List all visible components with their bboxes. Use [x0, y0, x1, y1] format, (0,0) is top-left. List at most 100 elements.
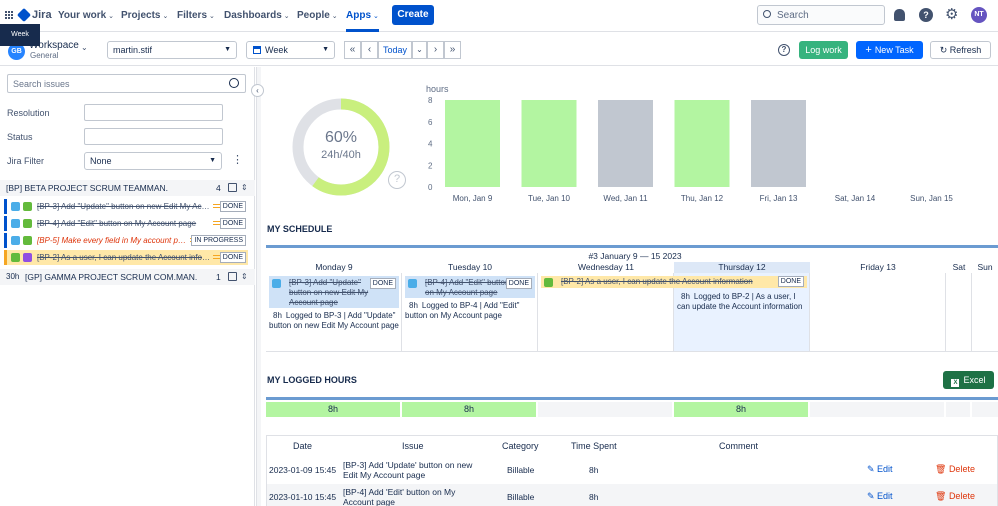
next-period-button[interactable]: › [427, 41, 444, 59]
day-column-saturday[interactable] [946, 273, 972, 352]
nav-your-work[interactable]: Your work ⌄ [58, 10, 114, 21]
edit-button[interactable]: ✎ Edit [867, 491, 893, 501]
user-avatar[interactable]: NT [971, 7, 987, 23]
help-circle-icon[interactable]: ? [778, 44, 790, 56]
user-select[interactable]: martin.stif ▼ [107, 41, 237, 59]
chevron-down-icon: ⌄ [108, 13, 115, 20]
chevron-down-icon: ▼ [209, 157, 216, 164]
progress-donut [292, 98, 390, 196]
nav-people-label: People [297, 10, 330, 21]
chart-bar [751, 100, 806, 187]
settings-gear-icon[interactable]: ⚙ [945, 6, 959, 23]
nav-people[interactable]: People ⌄ [297, 10, 338, 21]
sidebar-issue-row[interactable]: [BP-3] Add "Update" button on new Edit M… [4, 199, 248, 214]
view-select[interactable]: Week ▼ [246, 41, 335, 59]
help-icon[interactable]: ? [919, 8, 933, 22]
today-button[interactable]: Today [378, 41, 412, 59]
delete-label: Delete [948, 491, 975, 501]
inbox-icon[interactable] [228, 272, 237, 281]
workspace-avatar[interactable]: GB [8, 43, 25, 60]
day-column-monday[interactable] [266, 273, 402, 352]
schedule-issue-card[interactable]: [BP-3] Add "Update" button on new Edit M… [269, 276, 399, 308]
sidebar-issue-row[interactable]: [BP-5] Make every field in My account pa… [4, 233, 248, 248]
worklog-card[interactable]: 8h Logged to BP-2 | As a user, I can upda… [677, 292, 803, 312]
subtask-icon [272, 279, 281, 288]
sidebar: Search issues Resolution Status Jira Fil… [0, 67, 255, 506]
day-column-friday[interactable] [810, 273, 946, 352]
worklog-hours: 8h [681, 292, 690, 301]
week-tooltip: Week [0, 24, 40, 46]
delete-button[interactable]: 🗑 Delete [935, 464, 975, 474]
nav-dashboards[interactable]: Dashboards ⌄ [224, 10, 290, 21]
x-tick-label: Thu, Jan 12 [681, 194, 724, 203]
status-badge: IN PROGRESS [191, 235, 246, 246]
issue-search-input[interactable]: Search issues [7, 74, 246, 93]
project-header-bp[interactable]: [BP] BETA PROJECT SCRUM TEAMMAN. 4 ⇕ [0, 180, 255, 196]
project-header-gp[interactable]: 30h [GP] GAMMA PROJECT SCRUM COM.MAN. 1 … [0, 269, 255, 285]
chart-bar [521, 100, 577, 187]
more-options-icon[interactable]: ⋮ [232, 154, 243, 166]
day-column-tuesday[interactable] [402, 273, 538, 352]
worklog-card[interactable]: 8h Logged to BP-4 | Add "Edit" button on … [405, 301, 535, 321]
help-circle-icon[interactable]: ? [388, 171, 406, 189]
workspace-name[interactable]: Workspace [29, 40, 79, 51]
sort-icon[interactable]: ⇕ [241, 272, 248, 281]
subtask-icon [11, 202, 20, 211]
x-tick-label: Fri, Jan 13 [760, 194, 798, 203]
first-period-button[interactable]: « [344, 41, 361, 59]
log-work-button[interactable]: Log work [799, 41, 848, 59]
logged-hours-cell [538, 402, 672, 417]
chevron-down-icon[interactable]: ⌄ [81, 43, 88, 52]
delete-button[interactable]: 🗑 Delete [935, 491, 975, 501]
row-date: 2023-01-10 15:45 [269, 492, 337, 502]
excel-icon: X [951, 379, 960, 387]
worklog-card[interactable]: 8h Logged to BP-3 | Add "Update" button o… [269, 311, 399, 331]
nav-apps[interactable]: Apps ⌄ [346, 10, 379, 32]
chevron-down-icon: ⌄ [331, 13, 338, 20]
sort-icon[interactable]: ⇕ [241, 183, 248, 192]
nav-filters[interactable]: Filters ⌄ [177, 10, 215, 21]
global-search-input[interactable]: Search [757, 5, 885, 25]
create-button[interactable]: Create [392, 5, 434, 25]
my-schedule-title: MY SCHEDULE [267, 224, 333, 234]
day-column-wednesday[interactable] [538, 273, 674, 352]
schedule-issue-card[interactable]: [BP-2] As a user, I can update the Accou… [541, 276, 807, 288]
toolbar: GB Workspace General ⌄ martin.stif ▼ Week… [0, 33, 998, 66]
pencil-icon: ✎ [867, 464, 878, 474]
calendar-icon [253, 46, 261, 54]
sidebar-issue-row[interactable]: [BP-2] As a user, I can update the Accou… [4, 250, 248, 265]
schedule-divider [266, 245, 998, 248]
export-excel-button[interactable]: X Excel [943, 371, 994, 389]
story-icon [23, 219, 32, 228]
notifications-bell-icon[interactable] [894, 9, 905, 21]
refresh-icon: ↻ [939, 45, 950, 55]
jira-logo-icon[interactable] [16, 7, 32, 23]
jira-filter-select[interactable]: None ▼ [84, 152, 222, 170]
sidebar-issue-row[interactable]: [BP-4] Add "Edit" button on My Account p… [4, 216, 248, 231]
resolution-input[interactable] [84, 104, 223, 121]
collapse-sidebar-button[interactable]: ‹ [251, 84, 264, 97]
sidebar-splitter[interactable] [256, 67, 261, 506]
edit-button[interactable]: ✎ Edit [867, 464, 893, 474]
day-column-sunday[interactable] [972, 273, 998, 352]
status-input[interactable] [84, 128, 223, 145]
trash-icon: 🗑 [935, 491, 949, 501]
jira-logo-text[interactable]: Jira [32, 9, 52, 21]
nav-apps-label: Apps [346, 10, 371, 21]
inbox-icon[interactable] [228, 183, 237, 192]
day-header: Friday 13 [860, 262, 896, 272]
y-tick-label: 2 [428, 161, 433, 170]
last-period-button[interactable]: » [444, 41, 461, 59]
chevron-down-icon: ⌄ [162, 13, 169, 20]
col-category: Category [502, 441, 539, 451]
nav-projects[interactable]: Projects ⌄ [121, 10, 168, 21]
edit-label: Edit [877, 464, 893, 474]
prev-period-button[interactable]: ‹ [361, 41, 378, 59]
new-task-button[interactable]: + New Task [856, 41, 923, 59]
refresh-button[interactable]: ↻ Refresh [930, 41, 991, 59]
apps-grid-icon[interactable] [5, 11, 14, 20]
col-comment: Comment [719, 441, 759, 451]
chevron-down-icon: ⌄ [209, 13, 215, 20]
today-dropdown-button[interactable]: ⌄ [412, 41, 427, 59]
schedule-issue-card[interactable]: [BP-4] Add "Edit" button on My Account p… [405, 276, 535, 298]
